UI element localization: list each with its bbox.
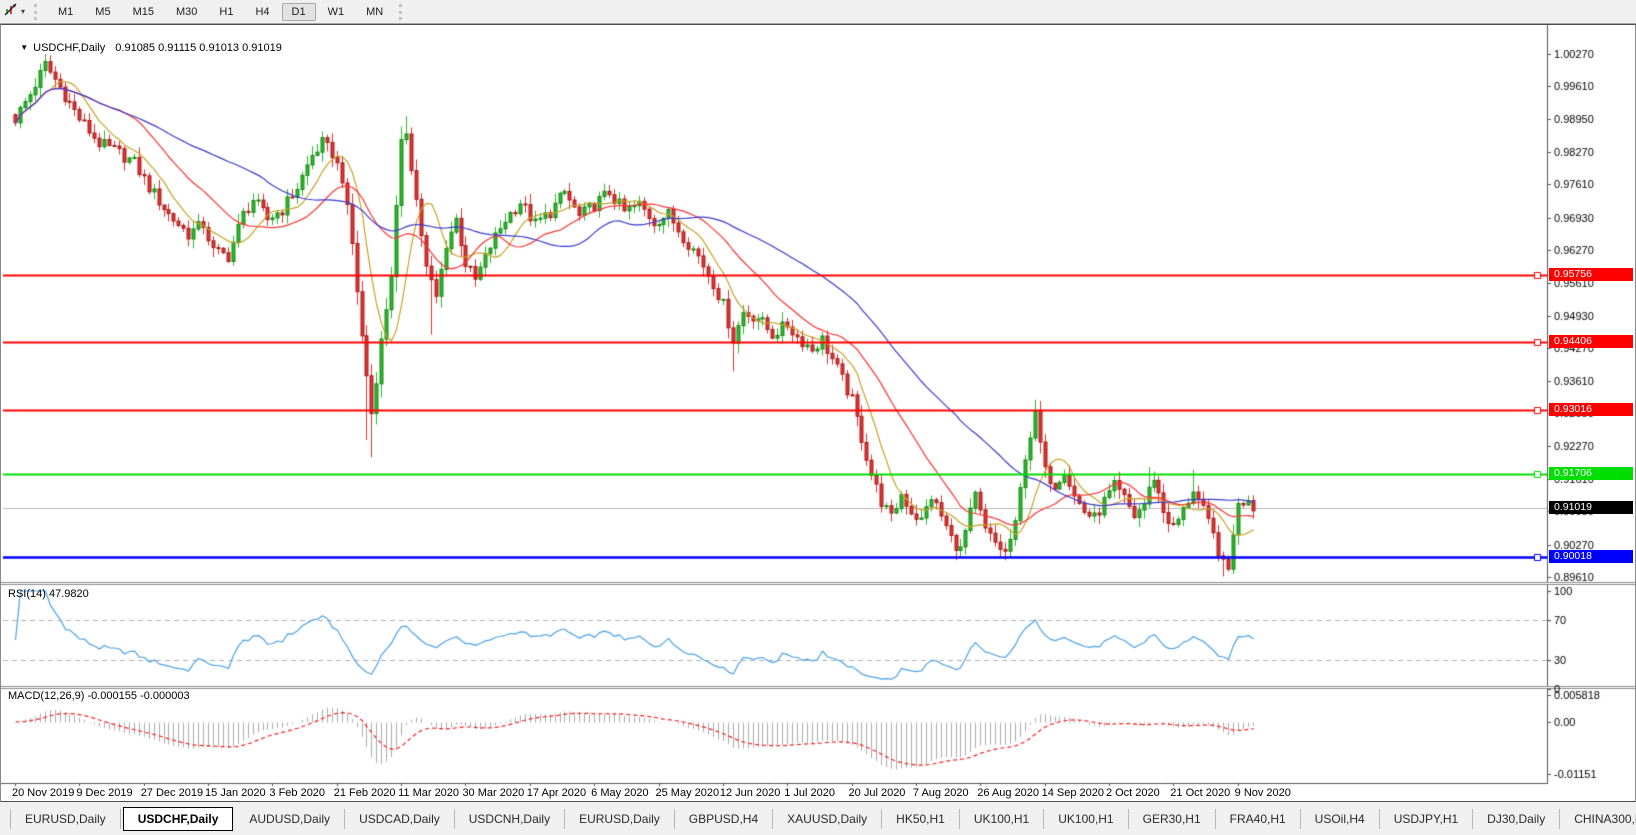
symbol-tab-usoil-h4[interactable]: USOil,H4 (1301, 808, 1380, 829)
price-badge-level-0-90018: 0.90018 (1549, 549, 1633, 563)
symbol-tab-usdcad-daily[interactable]: USDCAD,Daily (345, 808, 455, 829)
date-label: 21 Oct 2020 (1170, 787, 1231, 799)
tool-dropdown-caret-icon: ▾ (21, 7, 26, 16)
price-badge-level-0-91706: 0.91706 (1549, 467, 1633, 481)
date-label: 1 Jul 2020 (784, 787, 835, 799)
chart-cursor-icon (3, 1, 19, 22)
symbol-tabs: EURUSD,Daily USDCHF,Daily AUDUSD,Daily USDC… (10, 806, 1636, 831)
date-label: 6 May 2020 (591, 787, 649, 799)
symbol-tab-usdjpy-h1[interactable]: USDJPY,H1 (1380, 808, 1474, 829)
timeframe-buttons: M1 M5 M15 M30 H1 H4 D1 W1 MN (47, 2, 394, 21)
symbol-tab-china300-h1[interactable]: CHINA300,H1 (1560, 809, 1636, 829)
symbol-tab-uk100-h1[interactable]: UK100,H1 (1044, 808, 1129, 829)
symbol-tab-usdchf-daily-active[interactable]: USDCHF,Daily (122, 806, 234, 831)
timeframe-button-m1[interactable]: M1 (58, 5, 74, 18)
date-label: 21 Feb 2020 (333, 787, 396, 799)
symbol-tab-usdcnh-daily[interactable]: USDCNH,Daily (455, 808, 566, 829)
date-label: 12 Jun 2020 (719, 787, 781, 799)
symbol-tab-gbpusd-h4[interactable]: GBPUSD,H4 (675, 808, 774, 829)
toolbar-grip[interactable] (34, 3, 40, 20)
timeframe-button-m15[interactable]: M15 (132, 5, 154, 18)
date-label: 25 May 2020 (655, 787, 720, 799)
macd-label: MACD(12,26,9) -0.000155 -0.000003 (8, 690, 190, 702)
date-label: 20 Nov 2019 (12, 787, 75, 799)
date-label: 15 Jan 2020 (205, 787, 266, 799)
date-label: 20 Jul 2020 (848, 787, 906, 799)
symbol-tab-eurusd-daily[interactable]: EURUSD,Daily (10, 808, 121, 829)
date-label: 27 Dec 2019 (140, 787, 204, 799)
date-label: 30 Mar 2020 (462, 787, 525, 799)
symbol-tab-eurusd-daily[interactable]: EURUSD,Daily (565, 808, 675, 829)
symbol-tab-xauusd-daily[interactable]: XAUUSD,Daily (773, 808, 883, 829)
date-label: 26 Aug 2020 (977, 787, 1040, 799)
chart-symbol-label: USDCHF,Daily (33, 42, 106, 54)
timeframe-button-m5[interactable]: M5 (95, 5, 111, 18)
timeframe-button-h4[interactable]: H4 (255, 5, 270, 18)
symbol-tab-hk50-h1[interactable]: HK50,H1 (882, 808, 960, 829)
symbol-tab-bar: EURUSD,Daily USDCHF,Daily AUDUSD,Daily USDC… (0, 802, 1636, 835)
symbol-tab-fra40-h1[interactable]: FRA40,H1 (1216, 808, 1301, 829)
chart-ohlc-values: 0.91085 0.91115 0.91013 0.91019 (115, 42, 282, 54)
chart-tool-button[interactable]: ▾ (0, 1, 29, 22)
rsi-label: RSI(14) 47.9820 (8, 588, 89, 600)
date-label: 17 Apr 2020 (526, 787, 587, 799)
price-badge-level-0-95756: 0.95756 (1549, 268, 1633, 282)
timeframe-button-w1[interactable]: W1 (327, 5, 345, 18)
date-label: 2 Oct 2020 (1105, 787, 1160, 799)
timeframe-button-d1[interactable]: D1 (281, 2, 316, 21)
price-badge-level-0-94406: 0.94406 (1549, 334, 1633, 348)
timeframe-toolbar: ▾ M1 M5 M15 M30 H1 H4 D1 W1 MN (0, 0, 1636, 24)
collapse-triangle-icon[interactable]: ▼ (20, 43, 29, 52)
date-label: 9 Dec 2019 (76, 787, 133, 799)
chart-window: ▼ USDCHF,Daily 0.91085 0.91115 0.91013 0.9… (0, 24, 1636, 802)
date-label: 7 Aug 2020 (912, 787, 969, 799)
price-chart-canvas[interactable] (1, 25, 1635, 801)
symbol-tab-audusd-daily[interactable]: AUDUSD,Daily (235, 808, 346, 829)
date-label: 11 Mar 2020 (398, 787, 460, 799)
timeframe-button-mn[interactable]: MN (366, 5, 384, 18)
date-label: 14 Sep 2020 (1041, 787, 1104, 799)
chart-title: ▼ USDCHF,Daily 0.91085 0.91115 0.91013 0.9… (8, 30, 282, 66)
symbol-tab-uk100-h1[interactable]: UK100,H1 (960, 808, 1045, 829)
price-badge-level-0-93016: 0.93016 (1549, 402, 1633, 416)
timeframe-button-h1[interactable]: H1 (219, 5, 234, 18)
toolbar-grip-2[interactable] (399, 3, 405, 20)
price-badge-current: 0.91019 (1549, 500, 1633, 514)
date-label: 9 Nov 2020 (1234, 787, 1291, 799)
timeframe-button-m30[interactable]: M30 (175, 5, 198, 18)
symbol-tab-dj30-daily[interactable]: DJ30,Daily (1473, 808, 1561, 829)
symbol-tab-ger30-h1[interactable]: GER30,H1 (1129, 808, 1216, 829)
date-label: 3 Feb 2020 (269, 787, 326, 799)
